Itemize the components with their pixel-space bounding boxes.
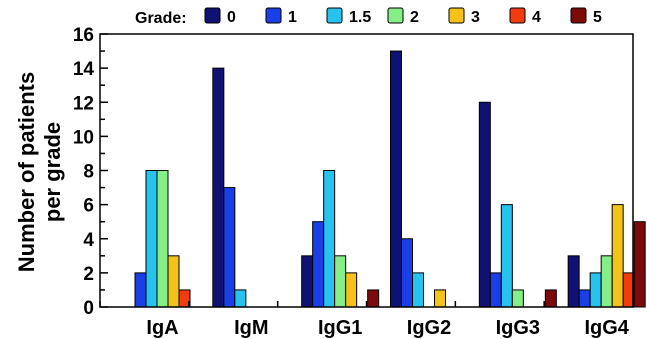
y-axis-label-line-2: per grade (40, 122, 65, 222)
bar-IgG3-grade-2 (511, 289, 524, 308)
bar-IgG1-grade-1_5 (323, 170, 336, 308)
legend-label: 5 (593, 9, 602, 26)
bar-IgG4-grade-5 (633, 221, 646, 308)
y-axis-ticks: 0 2 4 6 8 10 12 14 16 (73, 25, 108, 319)
bar-IgG2-grade-1 (401, 238, 413, 308)
bar-IgG3-grade-0 (478, 101, 491, 308)
legend-title: Grade: (135, 10, 187, 27)
bar-IgG4-grade-0 (567, 255, 580, 308)
bar-IgG4-grade-2 (600, 255, 613, 308)
bar-IgG3-grade-1 (489, 272, 502, 308)
legend-swatch (265, 7, 282, 24)
y-tick-label: 0 (83, 298, 94, 319)
y-tick-label: 12 (73, 93, 94, 114)
plot-frame (99, 33, 634, 308)
bar-IgG3-grade-5 (544, 289, 557, 308)
legend-label: 1.5 (349, 9, 371, 26)
legend-label: 2 (410, 9, 419, 26)
y-tick-label: 2 (83, 264, 94, 285)
bar-IgA-grade-1_5 (145, 170, 158, 308)
legend-swatch (509, 7, 526, 24)
x-tick-label: IgG1 (318, 317, 362, 339)
y-axis-label-line-1: Number of patients (14, 72, 39, 272)
legend-swatch (204, 7, 221, 24)
x-tick-label: IgM (234, 317, 268, 339)
bar-IgA-grade-2 (156, 170, 169, 308)
legend-swatch (448, 7, 465, 24)
bar-IgA-grade-1 (134, 272, 147, 308)
legend-swatch (570, 7, 587, 24)
y-tick-label: 10 (73, 127, 94, 148)
y-axis-label: Number of patients per grade (14, 72, 65, 272)
legend-swatch (326, 7, 343, 24)
x-tick-label: IgA (146, 317, 178, 339)
x-tick-label: IgG3 (496, 317, 540, 339)
y-tick-label: 8 (83, 162, 94, 183)
x-axis-tick-labels: IgA IgM IgG1 IgG2 IgG3 IgG4 (99, 301, 630, 339)
bar-IgM-grade-1 (223, 187, 236, 308)
legend-label: 1 (288, 9, 297, 26)
bars (134, 50, 646, 308)
bar-IgA-grade-3 (167, 255, 180, 308)
y-tick-label: 4 (83, 230, 94, 251)
bar-IgG1-grade-5 (367, 289, 380, 308)
x-tick-label: IgG4 (584, 317, 629, 339)
bar-IgG1-grade-2 (334, 255, 347, 308)
y-tick-label: 16 (73, 25, 94, 46)
y-tick-label: 14 (73, 59, 95, 80)
bar-IgM-grade-0 (212, 67, 225, 308)
legend: Grade: 0 1 1.5 2 3 4 5 (135, 7, 602, 27)
bar-IgG2-grade-3 (434, 289, 446, 308)
bar-IgG1-grade-0 (301, 255, 314, 308)
legend-swatch (387, 7, 404, 24)
bar-IgG1-grade-1 (312, 221, 325, 308)
bar-IgG2-grade-0 (390, 50, 402, 308)
bar-IgG4-grade-3 (611, 204, 624, 308)
x-tick-label: IgG2 (407, 317, 451, 339)
bar-IgG1-grade-3 (345, 272, 358, 308)
legend-label: 4 (532, 9, 541, 26)
bar-IgM-grade-1_5 (234, 289, 247, 308)
bar-IgG4-grade-1_5 (589, 272, 602, 308)
bar-IgG3-grade-1_5 (500, 204, 513, 308)
legend-label: 3 (471, 9, 480, 26)
bar-IgG2-grade-1_5 (412, 272, 424, 308)
y-tick-label: 6 (83, 196, 94, 217)
legend-label: 0 (227, 9, 236, 26)
bar-IgG4-grade-1 (578, 289, 591, 308)
